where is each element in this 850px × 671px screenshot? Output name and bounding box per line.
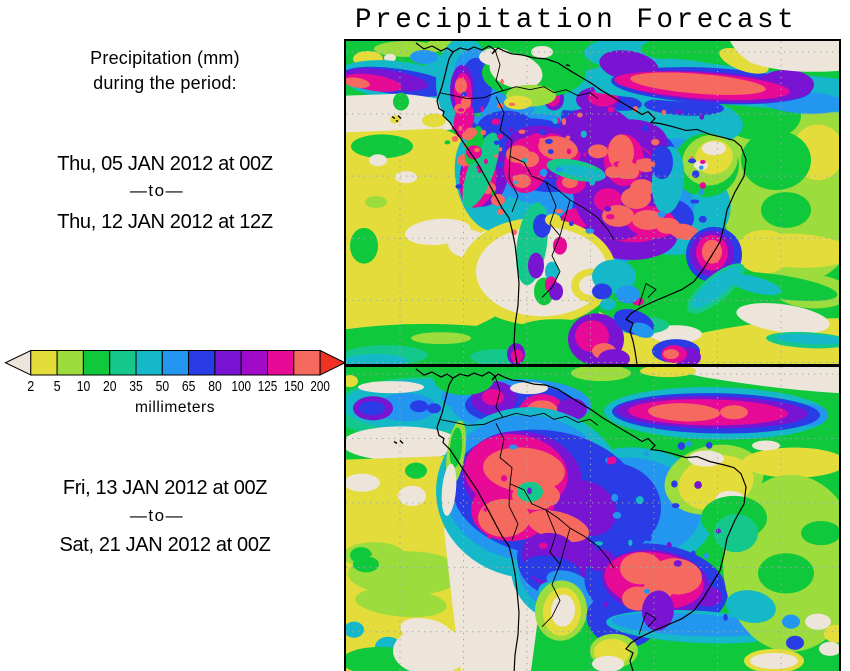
svg-text:20: 20 — [103, 378, 117, 395]
svg-text:125: 125 — [258, 378, 278, 395]
svg-text:200: 200 — [310, 378, 330, 395]
svg-text:65: 65 — [182, 378, 196, 395]
svg-text:2: 2 — [27, 378, 34, 395]
svg-text:35: 35 — [129, 378, 143, 395]
svg-text:5: 5 — [54, 378, 61, 395]
svg-text:150: 150 — [284, 378, 304, 395]
svg-text:10: 10 — [77, 378, 91, 395]
svg-text:80: 80 — [208, 378, 222, 395]
svg-text:100: 100 — [232, 378, 252, 395]
svg-text:50: 50 — [156, 378, 170, 395]
